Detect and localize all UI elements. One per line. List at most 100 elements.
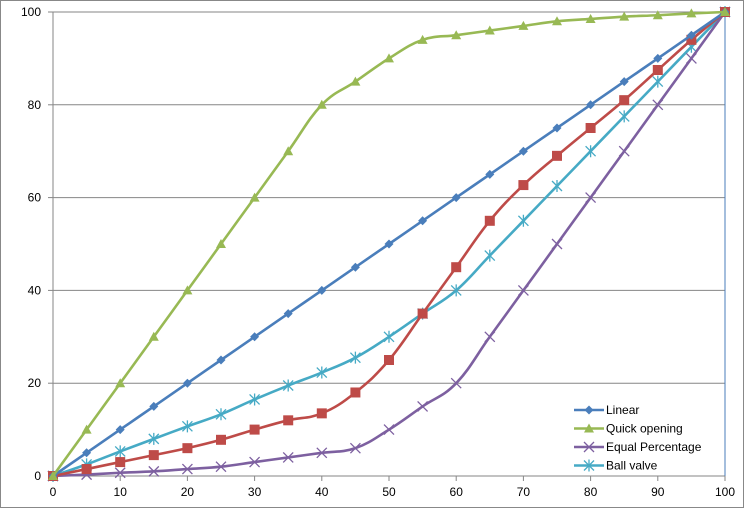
data-point	[619, 77, 629, 87]
data-point	[552, 123, 562, 133]
data-point	[652, 10, 663, 20]
data-point	[585, 13, 596, 23]
data-point	[350, 76, 361, 86]
legend-label: Linear	[606, 403, 639, 417]
data-point	[182, 378, 192, 388]
data-point	[283, 309, 293, 319]
data-point	[552, 16, 562, 26]
data-point	[586, 100, 596, 110]
data-point	[115, 457, 126, 468]
data-point	[450, 377, 462, 389]
data-point	[484, 215, 495, 226]
x-tick-label: 40	[315, 485, 329, 499]
legend-item: Ball valve	[574, 459, 658, 473]
data-point	[652, 75, 664, 88]
data-point	[686, 30, 696, 40]
data-point	[149, 401, 159, 411]
data-point	[249, 456, 261, 468]
data-point	[619, 95, 630, 106]
data-point	[114, 467, 126, 479]
data-point	[451, 30, 462, 40]
data-point	[148, 331, 159, 341]
data-point	[384, 53, 394, 63]
data-point	[182, 443, 193, 454]
data-point	[282, 451, 294, 463]
x-tick-label: 60	[450, 485, 464, 499]
legend-label: Quick opening	[606, 422, 683, 436]
data-point	[417, 400, 429, 412]
data-point	[316, 408, 327, 419]
data-point	[115, 425, 125, 435]
legend-label: Equal Percentage	[606, 440, 702, 454]
diamond-icon	[584, 405, 594, 415]
data-point	[551, 238, 563, 250]
data-point	[349, 442, 361, 454]
data-point	[383, 424, 395, 436]
data-point	[316, 447, 328, 459]
data-point	[484, 25, 495, 35]
data-point	[384, 239, 394, 249]
x-tick-label: 20	[181, 485, 195, 499]
data-point	[181, 420, 193, 433]
data-point	[518, 20, 529, 30]
data-point	[216, 434, 226, 445]
data-point	[485, 169, 495, 179]
data-point	[82, 448, 92, 458]
data-point	[517, 284, 529, 296]
data-point	[518, 180, 529, 191]
data-point	[384, 355, 394, 365]
x-tick-label: 0	[50, 485, 57, 499]
data-point	[350, 262, 360, 272]
data-point	[216, 355, 226, 365]
data-point	[451, 193, 461, 203]
data-point	[618, 110, 630, 123]
y-tick-label: 80	[28, 98, 42, 112]
data-point	[81, 464, 92, 475]
x-icon	[583, 441, 595, 453]
legend-item: Quick opening	[574, 422, 683, 436]
data-point	[417, 308, 428, 319]
x-tick-label: 10	[114, 485, 128, 499]
data-point	[686, 8, 697, 18]
legend-item: Equal Percentage	[574, 440, 702, 454]
data-point	[114, 445, 126, 458]
x-tick-label: 90	[651, 485, 665, 499]
data-point	[249, 424, 260, 435]
data-point	[283, 146, 294, 156]
data-point	[181, 463, 193, 475]
data-point	[48, 471, 58, 480]
data-point	[451, 262, 462, 273]
y-tick-label: 0	[34, 469, 41, 483]
data-point	[417, 34, 428, 44]
x-tick-label: 100	[715, 485, 735, 499]
data-point	[383, 330, 395, 343]
data-point	[182, 285, 193, 295]
data-point	[585, 192, 597, 204]
data-point	[619, 11, 630, 21]
data-point	[585, 123, 596, 133]
data-point	[148, 450, 159, 461]
x-tick-label: 50	[382, 485, 396, 499]
data-point	[350, 387, 361, 398]
data-point	[686, 34, 697, 45]
data-point	[216, 239, 226, 248]
y-tick-label: 60	[28, 191, 42, 205]
data-point	[518, 146, 528, 156]
legend-item: Linear	[574, 403, 639, 417]
data-point	[685, 52, 697, 64]
data-point	[720, 7, 730, 16]
series-linear	[48, 7, 730, 481]
data-point	[551, 180, 563, 192]
data-point	[484, 331, 496, 343]
data-point	[283, 415, 294, 426]
data-point	[484, 249, 496, 262]
data-point	[316, 366, 328, 379]
data-point	[585, 145, 597, 158]
data-point	[249, 192, 260, 202]
data-point	[81, 424, 92, 434]
series-quick-opening	[48, 7, 730, 480]
data-point	[552, 150, 562, 161]
star-icon	[583, 459, 595, 472]
